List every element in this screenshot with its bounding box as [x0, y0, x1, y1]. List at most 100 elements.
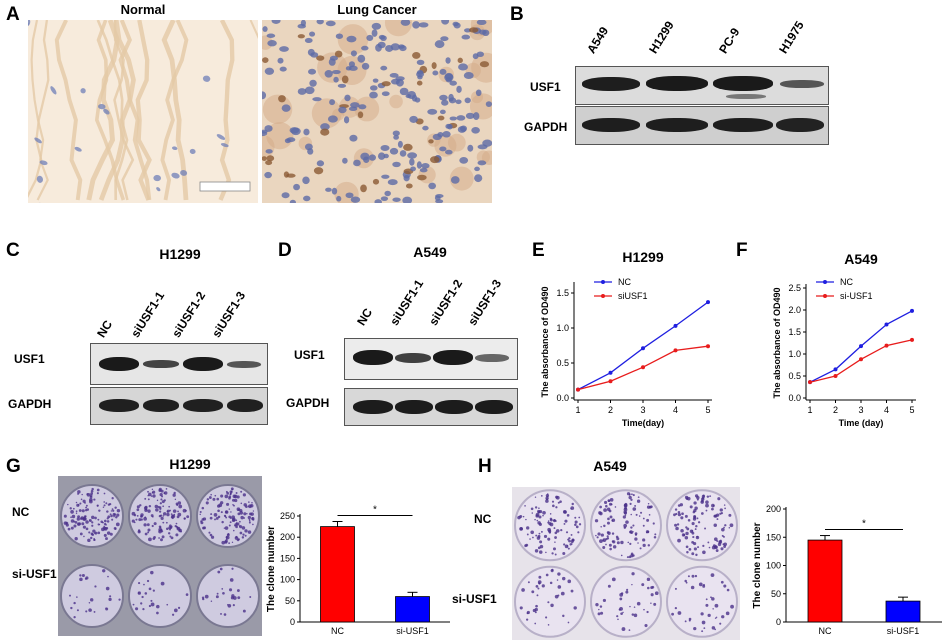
panel-letter-a: A: [6, 4, 20, 25]
data-point: [859, 357, 863, 362]
y-tick-label: 1.5: [556, 288, 569, 298]
y-tick-label: 2.5: [788, 283, 801, 293]
plate-row-label: NC: [12, 505, 30, 519]
bar: [807, 539, 843, 623]
y-tick-label: 50: [771, 589, 781, 599]
x-tick-label: 1: [807, 405, 812, 415]
gapdh-blot-d: [344, 388, 518, 426]
data-point: [576, 387, 580, 392]
legend-label: NC: [618, 277, 631, 287]
lane-label: siUSF1-3: [465, 277, 505, 328]
y-tick-label: 0.5: [556, 358, 569, 368]
panel-letter-b: B: [510, 4, 524, 25]
panel-letter-c: C: [6, 240, 20, 261]
plate-row-label: NC: [474, 512, 492, 526]
lane-label: PC-9: [716, 25, 743, 56]
lane-label: H1975: [776, 18, 807, 56]
y-tick-label: 150: [280, 553, 295, 563]
x-tick-label: 2: [833, 405, 838, 415]
y-tick-label: 0.0: [556, 393, 569, 403]
panel-g-bar-chart: 0 50 100 150 200 250 NC si-USF1 * The clone numbe…: [266, 505, 450, 636]
legend-label: siUSF1: [618, 291, 648, 301]
data-point: [910, 337, 914, 342]
lung-cancer-micrograph: [262, 20, 492, 203]
y-tick-label: 100: [280, 575, 295, 585]
data-point: [608, 379, 613, 384]
panel-letter-h: H: [478, 456, 492, 477]
lane-label: siUSF1-1: [128, 289, 168, 340]
data-point: [608, 370, 613, 375]
blot-row-label: GAPDH: [286, 396, 330, 410]
significance-mark: *: [862, 519, 866, 530]
lane-label: NC: [94, 317, 116, 340]
blot-row-label: USF1: [530, 80, 561, 94]
series-line: [577, 301, 709, 391]
y-tick-label: 1.5: [788, 327, 801, 337]
data-point: [910, 308, 914, 313]
usf1-blot-b: [575, 66, 829, 105]
y-tick-label: 100: [766, 561, 781, 571]
x-axis-label: Time (day): [839, 418, 884, 428]
x-tick-label: 2: [608, 405, 613, 415]
panel-a-title-normal: Normal: [120, 2, 166, 17]
data-point: [833, 367, 838, 372]
x-tick-label: 5: [705, 405, 710, 415]
legend-marker: [823, 280, 827, 284]
y-tick-label: 250: [280, 511, 295, 521]
data-point: [641, 346, 645, 351]
y-axis-label: The clone number: [266, 526, 277, 612]
x-tick-label: 4: [884, 405, 889, 415]
panel-letter-e: E: [532, 240, 545, 261]
lane-label: siUSF1-2: [169, 289, 209, 340]
y-tick-label: 1.0: [788, 349, 801, 359]
x-axis-label: Time(day): [622, 418, 664, 428]
usf1-blot-c: [90, 343, 268, 385]
lane-label: NC: [354, 305, 376, 328]
data-point: [641, 365, 645, 370]
panel-a-title-cancer: Lung Cancer: [337, 2, 417, 17]
data-point: [673, 348, 678, 353]
y-axis-label: The absorbance of OD490: [540, 286, 550, 397]
panel-f-line-chart: A549 0.0 0.5 1.0 1.5 2.0 2.5 1 2 3 4 5 Time (day) The…: [772, 251, 916, 428]
x-tick-label: si-USF1: [396, 626, 429, 636]
panel-h-title: A549: [593, 458, 627, 474]
data-point: [706, 300, 710, 305]
panel-d-title: A549: [413, 244, 447, 260]
bar: [395, 596, 430, 623]
blot-row-label: USF1: [294, 348, 325, 362]
x-tick-label: 3: [640, 405, 645, 415]
plate-row-label: si-USF1: [452, 592, 497, 606]
panel-letter-g: G: [6, 456, 21, 477]
blot-row-label: GAPDH: [8, 397, 52, 411]
data-point: [833, 374, 838, 378]
panel-letter-d: D: [278, 240, 292, 261]
legend-marker: [823, 294, 827, 298]
lane-label: siUSF1-2: [426, 277, 466, 328]
panel-h-bar-chart: 0 50 100 150 200 NC si-USF1 * The clone number: [752, 504, 942, 636]
usf1-blot-d: [344, 338, 518, 380]
legend-label: si-USF1: [840, 291, 873, 301]
significance-mark: *: [373, 505, 377, 516]
y-tick-label: 0: [290, 617, 295, 627]
gapdh-blot-b: [575, 106, 829, 145]
bar: [885, 600, 921, 623]
lane-label: siUSF1-3: [209, 289, 249, 340]
data-point: [673, 323, 678, 328]
x-tick-label: NC: [819, 626, 832, 636]
y-tick-label: 200: [766, 504, 781, 514]
legend-marker: [601, 294, 605, 298]
y-tick-label: 0.0: [788, 393, 801, 403]
legend-marker: [601, 280, 605, 284]
y-tick-label: 150: [766, 532, 781, 542]
y-tick-label: 50: [285, 596, 295, 606]
data-point: [859, 344, 863, 349]
y-tick-label: 200: [280, 532, 295, 542]
blot-row-label: USF1: [14, 352, 45, 366]
y-tick-label: 0: [776, 617, 781, 627]
blot-row-label: GAPDH: [524, 120, 568, 134]
gapdh-blot-c: [90, 387, 268, 425]
y-axis-label: The absorbance of OD490: [772, 287, 782, 398]
panel-letter-f: F: [736, 240, 748, 261]
legend-label: NC: [840, 277, 853, 287]
lane-label: A549: [584, 24, 612, 56]
